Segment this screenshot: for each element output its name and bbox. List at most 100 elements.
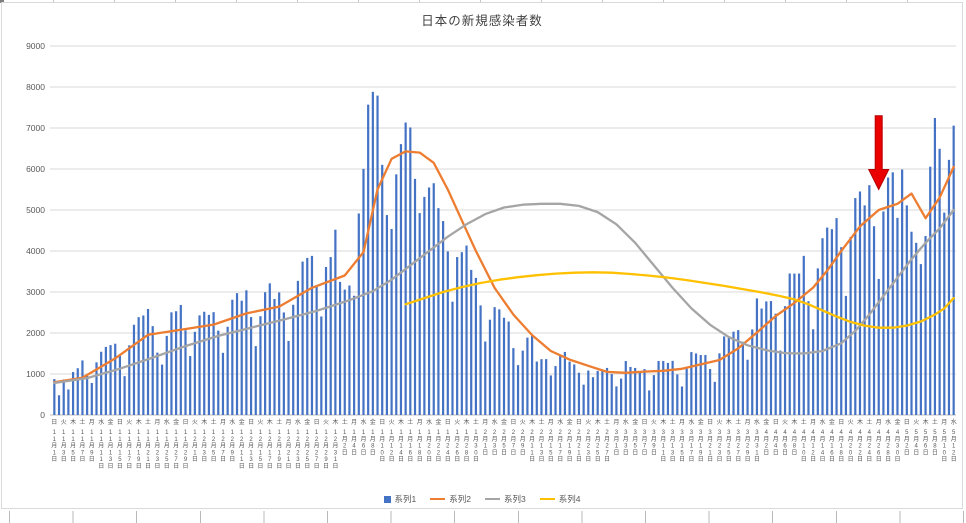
line-marker-icon [539,497,555,501]
legend-label: 系列2 [449,494,471,504]
red-arrow-annotation[interactable] [867,115,890,191]
line-marker-icon [485,497,500,501]
legend-item-series2[interactable]: 系列2 [430,493,471,505]
y-tick-label: 7000 [26,123,45,133]
y-tick-label: 5000 [26,205,45,215]
legend-item-series1[interactable]: 系列1 [383,493,416,505]
y-tick-label: 3000 [26,287,45,297]
sheet-corner-mark [0,0,4,3]
line-series-4[interactable] [404,271,955,329]
spreadsheet-gridline-ticks-bottom [0,511,966,523]
line-series-3[interactable] [53,202,955,385]
legend-item-series3[interactable]: 系列3 [485,493,526,505]
legend-label: 系列3 [504,494,526,504]
legend-item-series4[interactable]: 系列4 [539,493,581,505]
bar-series-1[interactable] [53,91,955,416]
chart-area[interactable]: 0 1000 2000 3000 4000 5000 6000 7000 8000 9000 日 1 1… [1,2,963,509]
y-tick-label: 4000 [26,246,45,256]
chart-title[interactable]: 日本の新規感染者数 [421,14,543,28]
x-axis-labels: 日 1 1 月 1 日火 1 1 月 3 日木 1 1 月 5 日土 1 1 月 7 日月 1 1 月 9 日水 1 1 月 1 1 日金 1 1… [51,418,956,470]
y-tick-label: 8000 [26,82,45,92]
plot-area: 0 1000 2000 3000 4000 5000 6000 7000 8000 9000 日 1 1… [26,41,957,470]
y-tick-label: 6000 [26,164,45,174]
bar-marker-icon [383,495,391,503]
y-tick-label: 1000 [26,369,45,379]
legend-label: 系列4 [558,494,581,504]
legend: 系列1 系列2 系列3 系列4 [2,493,962,505]
line-series-2[interactable] [53,150,955,384]
